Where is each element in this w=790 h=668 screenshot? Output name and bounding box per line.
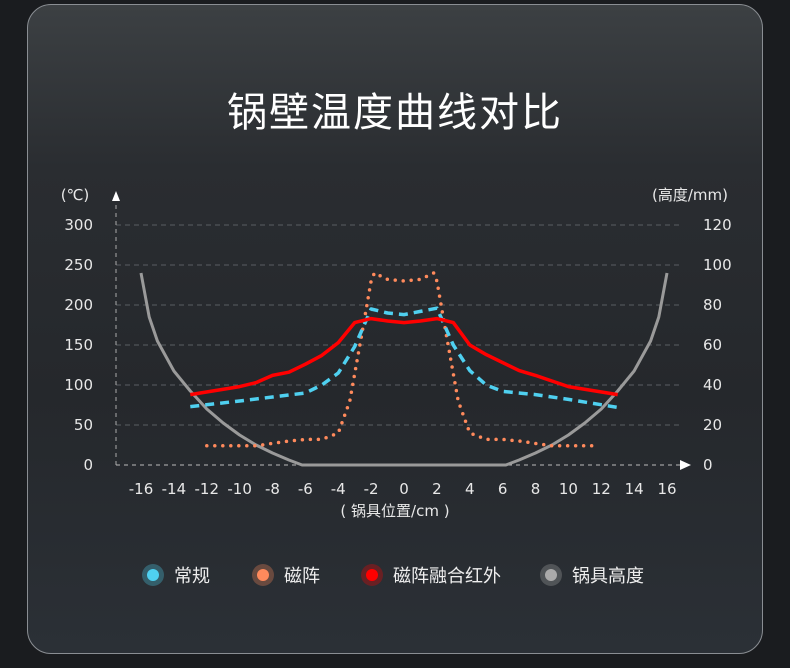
x-tick-label: -16 <box>129 480 154 498</box>
series-line-2 <box>205 271 597 448</box>
x-tick-label: 16 <box>657 480 676 498</box>
legend-dot-icon <box>142 564 164 586</box>
legend-item-normal: 常规 <box>142 562 210 588</box>
legend-dot-icon <box>361 564 383 586</box>
series-line-4 <box>139 272 669 467</box>
y-tick-label: 100 <box>64 376 93 394</box>
x-tick-label: -2 <box>364 480 379 498</box>
y2-axis-title: (高度/mm) <box>652 186 728 204</box>
y2-tick-label: 20 <box>703 416 722 434</box>
y-tick-label: 250 <box>64 256 93 274</box>
y2-tick-label: 60 <box>703 336 722 354</box>
x-tick-label: -14 <box>162 480 187 498</box>
y2-tick-label: 40 <box>703 376 722 394</box>
y-tick-label: 200 <box>64 296 93 314</box>
x-tick-label: 12 <box>592 480 611 498</box>
y-tick-label: 50 <box>74 416 93 434</box>
x-tick-label: -6 <box>298 480 313 498</box>
x-tick-label: -12 <box>195 480 220 498</box>
x-tick-label: 0 <box>399 480 409 498</box>
y-tick-label: 150 <box>64 336 93 354</box>
chart-card <box>27 4 763 654</box>
y-axis-title: (℃) <box>61 186 90 204</box>
y2-tick-label: 80 <box>703 296 722 314</box>
chart-title: 锅壁温度曲线对比 <box>227 90 563 136</box>
legend-item-magnetic: 磁阵 <box>252 562 320 588</box>
x-tick-label: 14 <box>625 480 644 498</box>
y-tick-label: 0 <box>83 456 93 474</box>
x-tick-label: -8 <box>265 480 280 498</box>
x-axis-title: ( 锅具位置/cm ) <box>340 502 449 520</box>
legend-dot-icon <box>252 564 274 586</box>
legend-item-pot-height: 锅具高度 <box>540 562 644 588</box>
x-tick-label: 8 <box>531 480 541 498</box>
x-tick-label: -4 <box>331 480 346 498</box>
x-tick-label: -10 <box>227 480 252 498</box>
y-axis-arrow-icon <box>112 191 120 201</box>
y-tick-label: 300 <box>64 216 93 234</box>
series-line-1 <box>190 306 618 410</box>
legend-label: 磁阵融合红外 <box>393 566 501 587</box>
x-tick-label: 2 <box>432 480 442 498</box>
y2-tick-label: 100 <box>703 256 732 274</box>
legend-item-magnetic-infrared: 磁阵融合红外 <box>361 562 501 588</box>
series-line-3 <box>190 316 618 397</box>
legend-dot-icon <box>540 564 562 586</box>
x-axis-arrow-icon <box>680 460 691 470</box>
x-tick-label: 4 <box>465 480 475 498</box>
legend-label: 磁阵 <box>284 566 320 587</box>
y2-tick-label: 120 <box>703 216 732 234</box>
x-tick-label: 6 <box>498 480 508 498</box>
legend-label: 常规 <box>174 566 210 587</box>
x-tick-label: 10 <box>559 480 578 498</box>
legend-label: 锅具高度 <box>572 566 644 587</box>
y2-tick-label: 0 <box>703 456 713 474</box>
legend: 常规 磁阵 磁阵融合红外 锅具高度 <box>0 562 790 588</box>
